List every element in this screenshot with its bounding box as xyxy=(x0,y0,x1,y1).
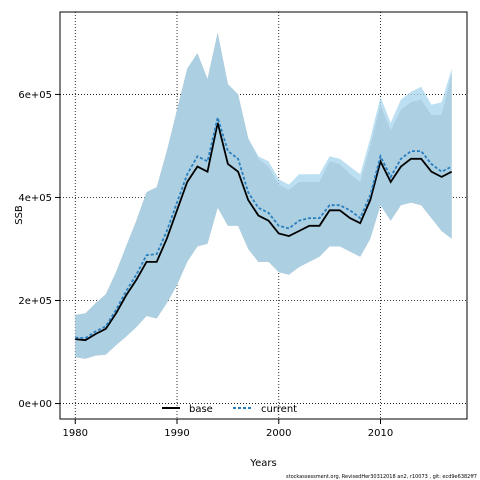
x-tick-label: 1980 xyxy=(63,428,88,439)
y-tick-label: 6e+05 xyxy=(18,90,52,101)
plot-frame xyxy=(59,11,468,420)
x-tick-label: 2010 xyxy=(368,428,393,439)
current-band xyxy=(75,32,452,359)
y-axis: 0e+00 2e+05 4e+05 6e+05 xyxy=(18,90,60,410)
x-axis: 1980 1990 2000 2010 xyxy=(63,419,393,439)
x-tick-label: 2000 xyxy=(266,428,291,439)
y-tick-label: 4e+05 xyxy=(18,193,52,204)
x-tick-label: 1990 xyxy=(164,428,189,439)
y-tick-label: 0e+00 xyxy=(18,399,52,410)
current-line xyxy=(75,114,453,340)
y-axis-title: SSB xyxy=(14,205,25,225)
legend-current-label: current xyxy=(261,404,297,415)
series-lines xyxy=(75,114,453,342)
confidence-bands xyxy=(75,32,452,359)
x-axis-title: Years xyxy=(249,458,276,469)
footnote: stockassessment.org, RevisedHer30312018 … xyxy=(286,474,477,480)
legend-base-label: base xyxy=(189,404,213,415)
legend: base current xyxy=(162,404,297,415)
y-tick-label: 2e+05 xyxy=(18,296,52,307)
base-line xyxy=(75,122,453,342)
